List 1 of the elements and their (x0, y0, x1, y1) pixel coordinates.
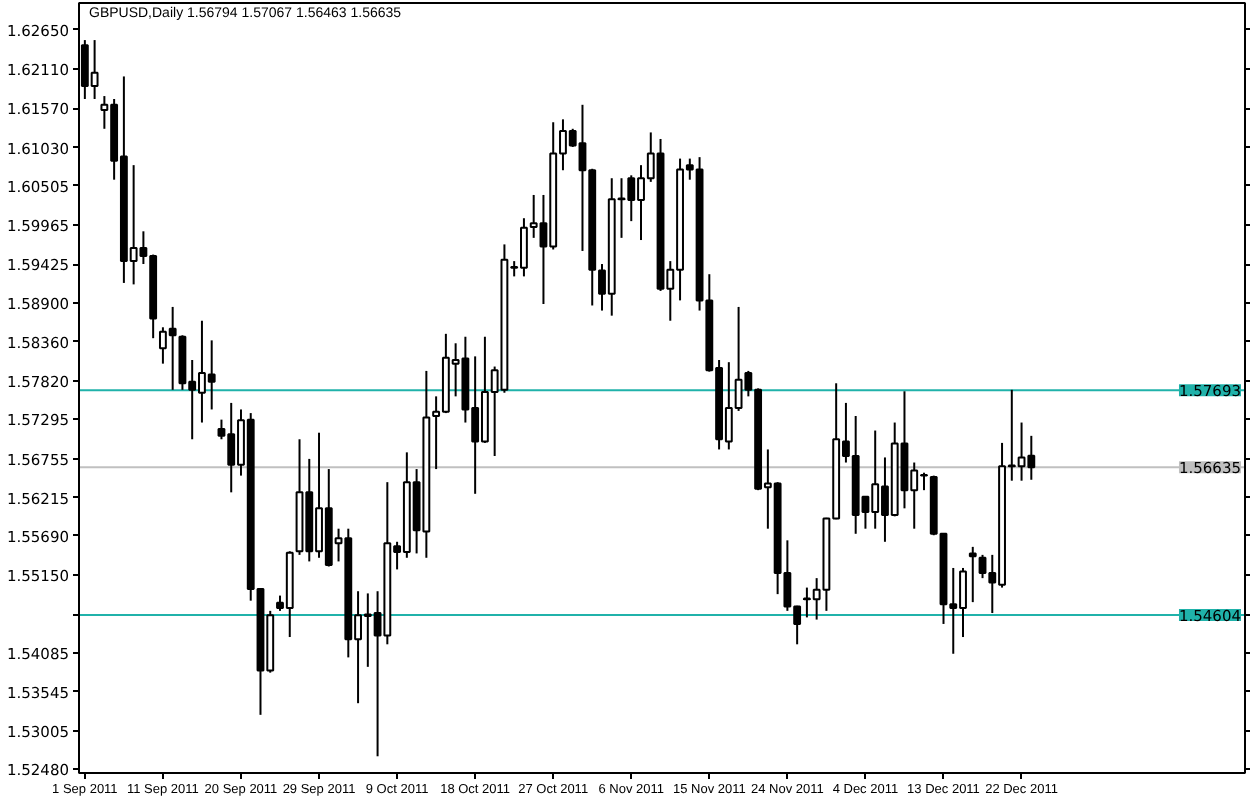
candlestick (968, 545, 977, 604)
